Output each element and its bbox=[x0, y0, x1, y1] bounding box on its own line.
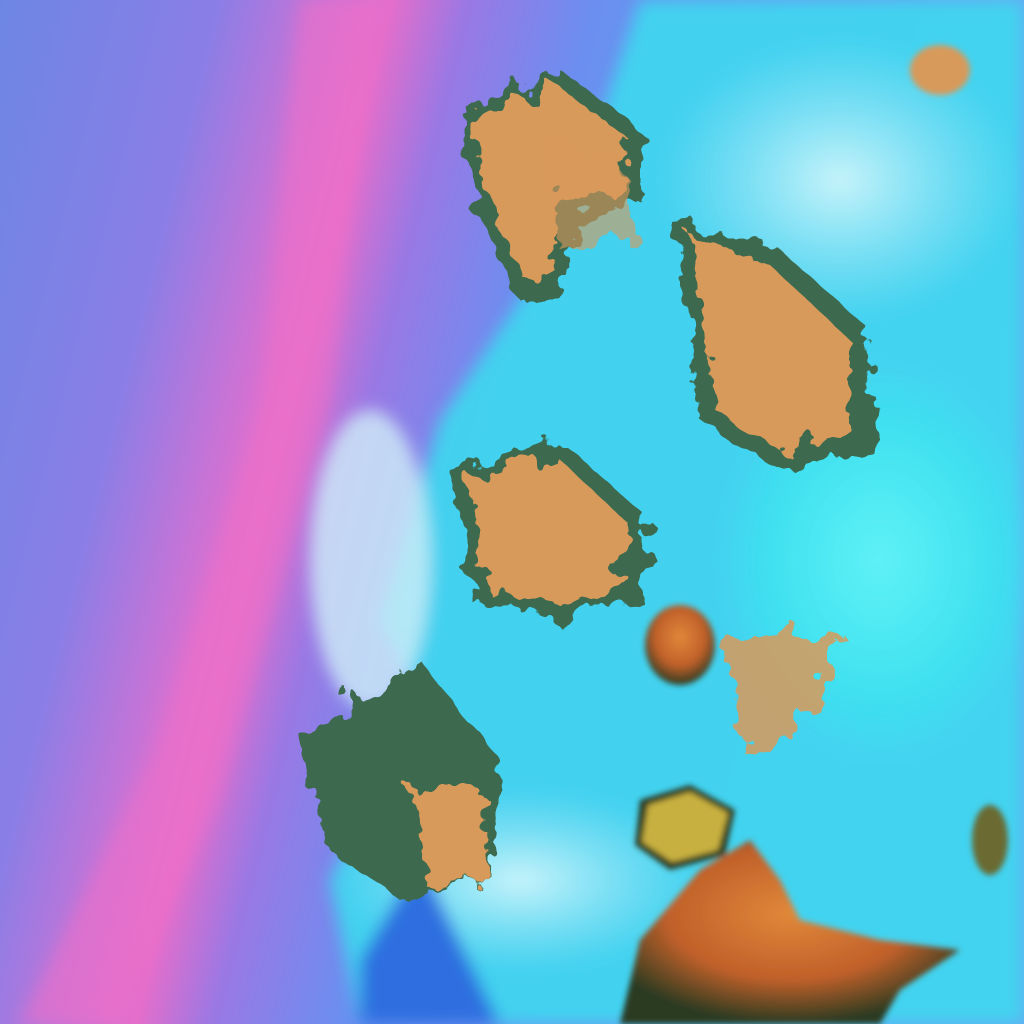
storm-cells bbox=[620, 45, 1008, 1024]
cyan-cloud-field bbox=[310, 0, 1024, 1024]
convective-clusters bbox=[300, 70, 880, 900]
pink-moisture-band bbox=[20, 0, 380, 1024]
